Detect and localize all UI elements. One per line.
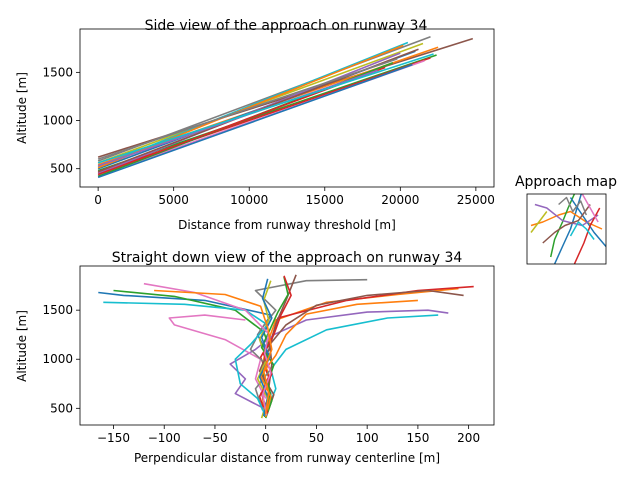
down-series-line-6 xyxy=(266,314,439,409)
down-x-tick-label: 150 xyxy=(406,431,429,445)
down-series-line-8 xyxy=(249,278,368,411)
side-y-tick-label: 500 xyxy=(50,162,73,176)
down-x-tick-label: 50 xyxy=(309,431,324,445)
map-series-line-4 xyxy=(534,203,599,227)
side-view-y-ticks: 500 1000 1500 xyxy=(42,65,80,176)
down-series-line-2 xyxy=(258,285,474,415)
side-x-tick-label: 5000 xyxy=(158,193,189,207)
down-view-y-axis-label: Altitude [m] xyxy=(15,310,29,382)
side-view-plot-lines xyxy=(97,35,474,179)
side-series-line-14 xyxy=(97,44,404,169)
side-view-y-axis-label: Altitude [m] xyxy=(15,72,29,144)
down-view-panel: Straight down view of the approach on ru… xyxy=(15,250,495,465)
map-series-line-10 xyxy=(581,194,599,223)
map-series-line-7 xyxy=(558,196,587,216)
side-series-line-17 xyxy=(97,58,398,160)
side-x-tick-label: 25000 xyxy=(457,193,495,207)
side-view-title: Side view of the approach on runway 34 xyxy=(145,18,428,34)
map-series-line-6 xyxy=(542,204,591,244)
down-x-tick-label: −50 xyxy=(202,431,227,445)
down-series-line-11 xyxy=(103,301,269,417)
down-series-line-14 xyxy=(260,275,292,414)
down-x-tick-label: 0 xyxy=(262,431,270,445)
side-view-frame xyxy=(79,28,495,188)
down-y-tick-label: 1500 xyxy=(42,303,73,317)
down-series-line-0 xyxy=(261,287,459,417)
down-x-tick-label: 100 xyxy=(356,431,379,445)
down-view-title: Straight down view of the approach on ru… xyxy=(112,250,463,266)
side-x-tick-label: 10000 xyxy=(230,193,268,207)
map-series-line-9 xyxy=(569,221,595,240)
side-view-panel: Side view of the approach on runway 34 0… xyxy=(15,18,495,232)
side-y-tick-label: 1500 xyxy=(42,65,73,79)
down-view-frame xyxy=(79,265,495,426)
side-series-line-16 xyxy=(97,53,434,164)
side-view-x-ticks: 0 5000 10000 15000 20000 25000 xyxy=(94,187,495,207)
side-x-tick-label: 15000 xyxy=(306,193,344,207)
down-series-line-7 xyxy=(264,289,464,414)
side-x-tick-label: 20000 xyxy=(381,193,419,207)
side-x-tick-label: 0 xyxy=(94,193,102,207)
approach-map-panel: Approach map xyxy=(515,174,617,265)
down-view-y-ticks: 500 1000 1500 xyxy=(42,303,80,415)
map-series-line-8 xyxy=(530,211,548,233)
down-y-tick-label: 500 xyxy=(50,401,73,415)
down-y-tick-label: 1000 xyxy=(42,352,73,366)
map-series-line-2 xyxy=(549,194,576,258)
down-series-line-5 xyxy=(168,314,267,399)
down-x-tick-label: −150 xyxy=(97,431,130,445)
down-series-line-17 xyxy=(154,289,273,415)
down-series-line-16 xyxy=(143,282,272,416)
down-series-line-9 xyxy=(258,274,297,416)
approach-map-lines xyxy=(530,194,606,264)
down-x-tick-label: −100 xyxy=(148,431,181,445)
map-series-line-1 xyxy=(530,210,603,230)
side-series-line-11 xyxy=(97,63,413,179)
down-x-tick-label: 200 xyxy=(457,431,480,445)
down-view-x-axis-label: Perpendicular distance from runway cente… xyxy=(134,451,440,465)
down-view-plot-lines xyxy=(98,274,474,419)
approach-map-title: Approach map xyxy=(515,174,617,190)
approach-map-frame xyxy=(526,193,607,265)
down-view-x-ticks: −150 −100 −50 0 50 100 150 200 xyxy=(97,425,480,445)
side-y-tick-label: 1000 xyxy=(42,114,73,128)
side-view-x-axis-label: Distance from runway threshold [m] xyxy=(178,218,396,232)
